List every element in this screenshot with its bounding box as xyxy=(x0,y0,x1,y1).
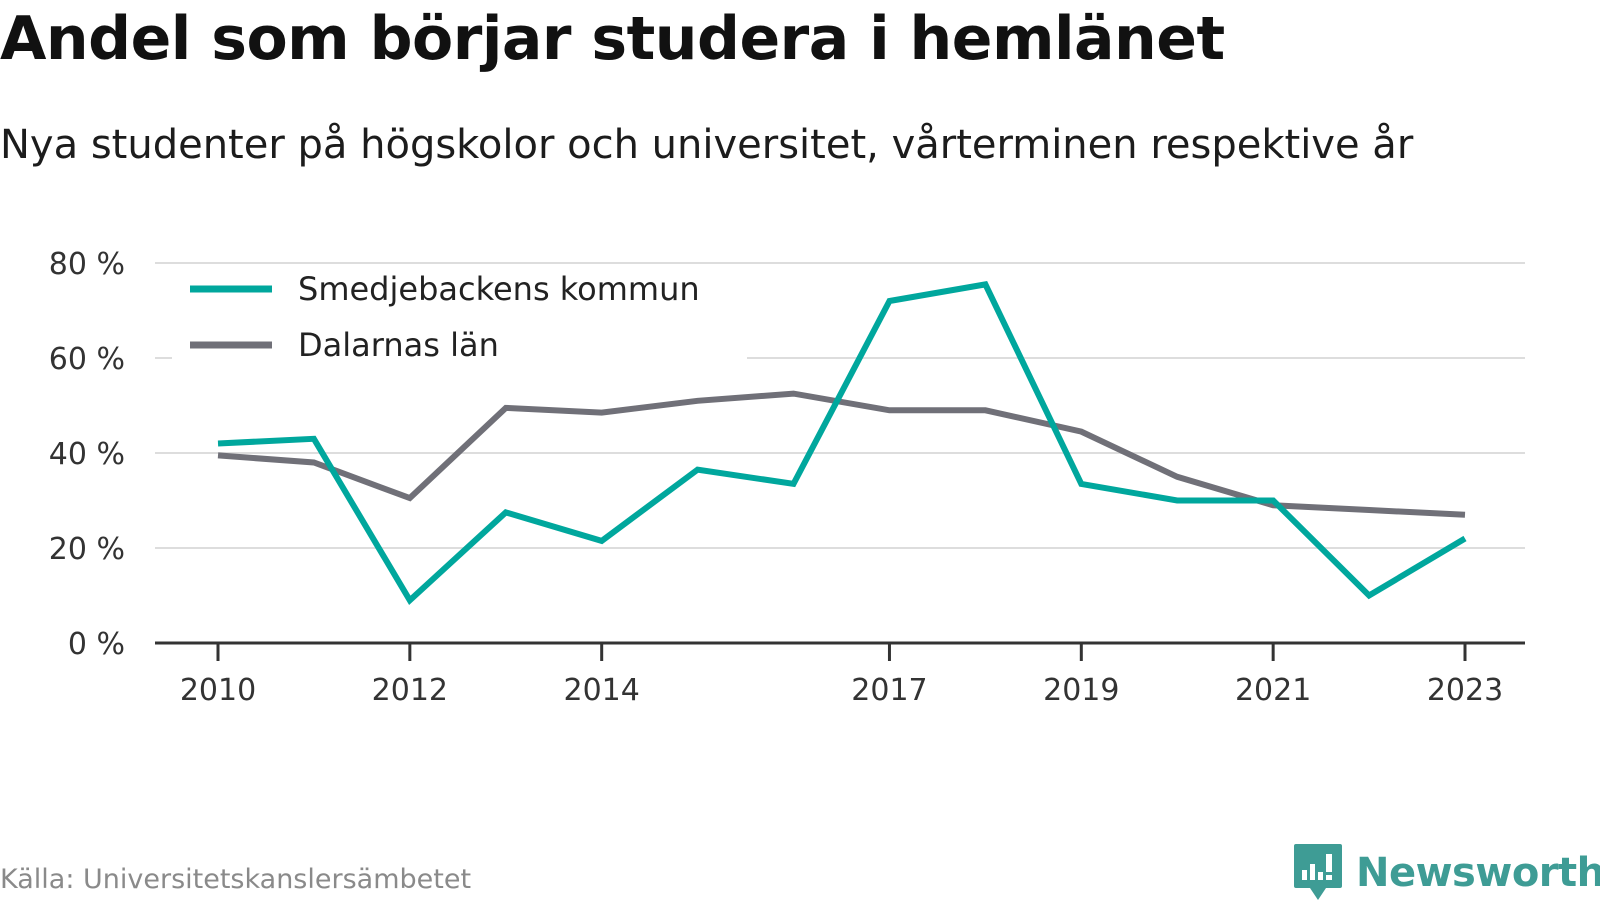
source-note: Källa: Universitetskanslersämbetet xyxy=(0,864,471,895)
x-tick-label: 2021 xyxy=(1235,673,1311,708)
x-tick-label: 2023 xyxy=(1427,673,1503,708)
y-tick-label: 60 % xyxy=(49,342,125,377)
y-tick-label: 0 % xyxy=(68,627,125,662)
y-tick-label: 20 % xyxy=(49,532,125,567)
y-tick-label: 40 % xyxy=(49,437,125,472)
series-line-1 xyxy=(218,394,1465,515)
line-chart: 0 % 20 % 40 % 60 % 80 % 2010 2012 2014 2017 2019 2… xyxy=(0,0,1600,840)
x-tick-label: 2010 xyxy=(180,673,256,708)
y-tick-label: 80 % xyxy=(49,247,125,282)
x-tick-label: 2014 xyxy=(564,673,640,708)
brand-name: Newsworthy xyxy=(1356,850,1600,896)
legend-label: Dalarnas län xyxy=(298,326,499,364)
legend-label: Smedjebackens kommun xyxy=(298,270,700,308)
x-tick-label: 2017 xyxy=(851,673,927,708)
newsworthy-logo-icon xyxy=(1292,842,1344,904)
x-tick-label: 2019 xyxy=(1043,673,1119,708)
x-tick-label: 2012 xyxy=(372,673,448,708)
brand-logo: Newsworthy xyxy=(1292,842,1600,904)
legend: Smedjebackens kommun Dalarnas län xyxy=(172,266,747,364)
